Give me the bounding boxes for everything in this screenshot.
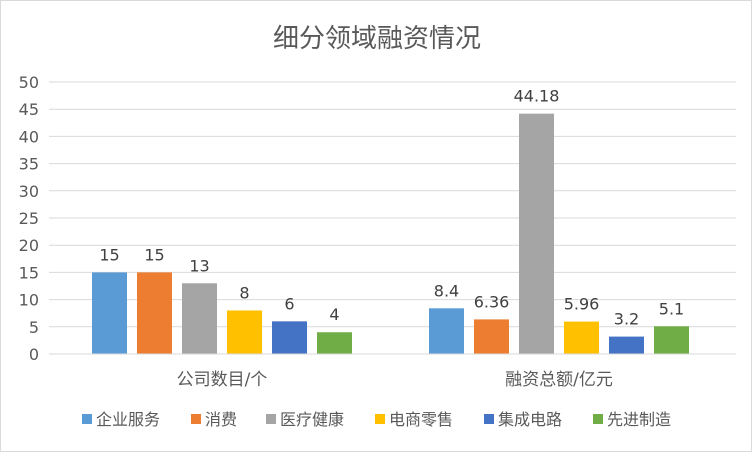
- legend-item: 医疗健康: [266, 410, 344, 429]
- legend-label: 先进制造: [607, 410, 671, 429]
- legend-label: 集成电路: [498, 410, 562, 429]
- bar-先进制造-0: [317, 332, 352, 354]
- bar-先进制造-1: [654, 326, 689, 354]
- x-category-label: 融资总额/亿元: [505, 370, 613, 390]
- legend-item: 企业服务: [82, 410, 160, 429]
- y-tick-label: 0: [29, 345, 39, 364]
- y-tick-label: 25: [19, 209, 39, 228]
- bar-集成电路-0: [272, 321, 307, 354]
- bar-电商零售-1: [564, 321, 599, 354]
- y-tick-label: 45: [19, 100, 39, 119]
- legend-swatch: [375, 414, 385, 424]
- legend-swatch: [266, 414, 276, 424]
- data-label: 5.96: [564, 295, 600, 314]
- bar-集成电路-1: [609, 336, 644, 354]
- y-tick-label: 15: [19, 263, 39, 282]
- data-label: 13: [189, 256, 209, 275]
- y-tick-label: 50: [19, 73, 39, 92]
- legend-swatch: [593, 414, 603, 424]
- data-label: 3.2: [614, 310, 639, 329]
- legend: 企业服务 消费 医疗健康 电商零售 集成电路 先进制造: [82, 410, 671, 429]
- bar-消费-1: [474, 319, 509, 354]
- y-tick-label: 20: [19, 236, 39, 255]
- data-label: 6: [284, 294, 294, 313]
- legend-label: 医疗健康: [280, 410, 344, 429]
- data-labels: 15 8.4 15 6.36 13 44.18 8 5.96 6 3.2 4 5.1: [99, 87, 684, 329]
- legend-swatch: [191, 414, 201, 424]
- legend-swatch: [82, 414, 92, 424]
- data-label: 15: [144, 245, 164, 264]
- y-axis: 0 5 10 15 20 25 30 35 40 45 50: [19, 73, 39, 364]
- bar-企业服务-1: [429, 308, 464, 354]
- legend-swatch: [484, 414, 494, 424]
- legend-item: 集成电路: [484, 410, 562, 429]
- chart-title: 细分领域融资情况: [273, 24, 481, 54]
- data-label: 4: [329, 305, 339, 324]
- y-tick-label: 35: [19, 155, 39, 174]
- bar-消费-0: [137, 272, 172, 354]
- data-label: 15: [99, 245, 119, 264]
- legend-item: 电商零售: [375, 410, 453, 429]
- data-label: 44.18: [514, 87, 560, 106]
- data-label: 6.36: [474, 292, 510, 311]
- data-label: 5.1: [659, 299, 684, 318]
- legend-label: 消费: [205, 410, 237, 429]
- bar-电商零售-0: [227, 310, 262, 354]
- x-axis: 公司数目/个 融资总额/亿元: [49, 353, 736, 390]
- data-label: 8.4: [434, 281, 459, 300]
- y-tick-label: 5: [29, 318, 39, 337]
- x-category-label: 公司数目/个: [177, 370, 268, 390]
- legend-item: 先进制造: [593, 410, 671, 429]
- legend-item: 消费: [191, 410, 237, 429]
- y-tick-label: 40: [19, 127, 39, 146]
- legend-label: 企业服务: [96, 410, 160, 429]
- bar-医疗健康-0: [182, 283, 217, 354]
- bars: [92, 113, 689, 354]
- bar-企业服务-0: [92, 272, 127, 354]
- data-label: 8: [239, 283, 249, 302]
- y-tick-label: 10: [19, 291, 39, 310]
- y-tick-label: 30: [19, 182, 39, 201]
- bar-医疗健康-1: [519, 113, 554, 354]
- legend-label: 电商零售: [389, 410, 453, 429]
